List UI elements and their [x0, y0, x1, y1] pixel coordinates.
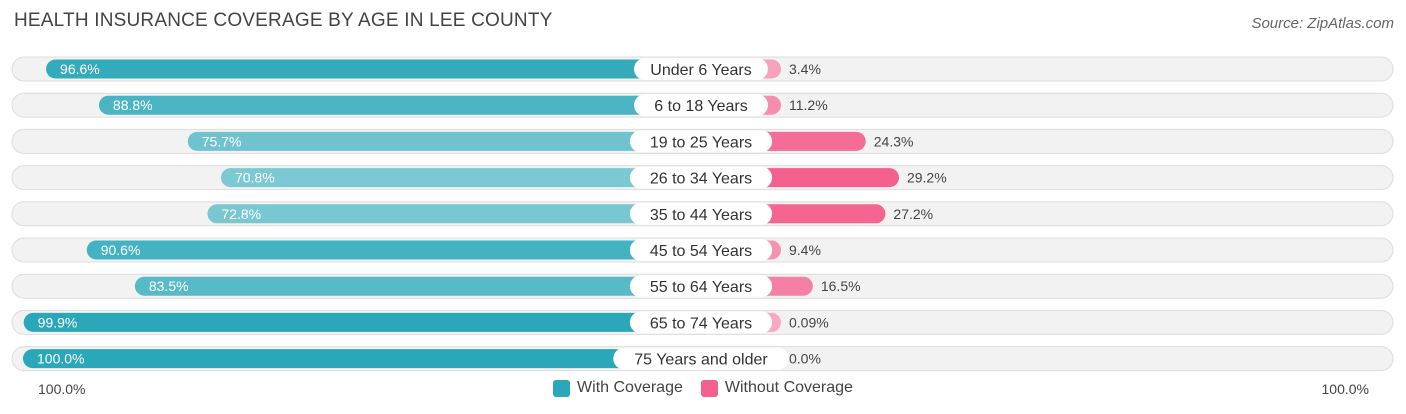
category-pill-75-years-and-older [613, 347, 789, 370]
label-with-coverage-19-to-25-years: 75.7% [202, 133, 242, 149]
category-pill-55-to-64-years [629, 275, 773, 298]
legend-swatch-without-coverage [700, 379, 718, 397]
legend-label-without-coverage: Without Coverage [724, 379, 853, 396]
label-with-coverage-6-to-18-years: 88.8% [113, 97, 153, 113]
label-with-coverage-under-6-years: 96.6% [60, 61, 100, 77]
label-without-coverage-19-to-25-years: 24.3% [874, 133, 914, 149]
category-pill-65-to-74-years [629, 311, 773, 334]
label-with-coverage-65-to-74-years: 99.9% [38, 314, 78, 330]
category-label-35-to-44-years: 35 to 44 Years [650, 207, 752, 224]
label-with-coverage-75-years-and-older: 100.0% [37, 351, 84, 367]
category-pill-45-to-54-years [629, 239, 773, 261]
legend-with-coverage[interactable]: With Coverage [553, 379, 683, 397]
category-label-6-to-18-years: 6 to 18 Years [654, 98, 747, 115]
label-without-coverage-75-years-and-older: 0.0% [789, 351, 821, 367]
label-without-coverage-65-to-74-years: 0.09% [789, 314, 829, 330]
bar-with-coverage-under-6-years [46, 59, 701, 79]
bar-with-coverage-35-to-44-years [207, 204, 701, 224]
label-with-coverage-55-to-64-years: 83.5% [149, 278, 189, 294]
category-pill-under-6-years [634, 58, 768, 80]
label-without-coverage-6-to-18-years: 11.2% [789, 97, 828, 113]
legend-label-with-coverage: With Coverage [577, 379, 683, 396]
category-label-55-to-64-years: 55 to 64 Years [650, 279, 752, 296]
legend-swatch-with-coverage [553, 379, 571, 397]
label-without-coverage-55-to-64-years: 16.5% [821, 278, 861, 294]
category-pill-35-to-44-years [629, 202, 773, 225]
category-label-under-6-years: Under 6 Years [650, 62, 751, 79]
label-with-coverage-35-to-44-years: 72.8% [221, 206, 261, 222]
category-label-26-to-34-years: 26 to 34 Years [650, 171, 752, 188]
bar-with-coverage-19-to-25-years [187, 131, 701, 151]
axis-label-right: 100.0% [1321, 381, 1369, 397]
label-with-coverage-26-to-34-years: 70.8% [235, 170, 275, 186]
category-label-45-to-54-years: 45 to 54 Years [650, 243, 752, 260]
category-pill-6-to-18-years [634, 94, 768, 117]
bar-with-coverage-6-to-18-years [98, 95, 702, 115]
bar-with-coverage-65-to-74-years [23, 312, 702, 332]
category-pill-26-to-34-years [629, 166, 773, 189]
bar-with-coverage-45-to-54-years [86, 240, 702, 260]
label-without-coverage-under-6-years: 3.4% [789, 61, 821, 77]
label-without-coverage-26-to-34-years: 29.2% [907, 170, 947, 186]
category-pill-19-to-25-years [629, 130, 773, 153]
chart-title: HEALTH INSURANCE COVERAGE BY AGE IN LEE … [14, 10, 553, 31]
label-with-coverage-45-to-54-years: 90.6% [101, 242, 141, 258]
label-without-coverage-45-to-54-years: 9.4% [789, 242, 821, 258]
chart-source: Source: ZipAtlas.com [1251, 15, 1394, 32]
legend: With Coverage Without Coverage [0, 379, 1406, 397]
label-without-coverage-35-to-44-years: 27.2% [893, 206, 933, 222]
category-label-19-to-25-years: 19 to 25 Years [650, 134, 752, 151]
legend-without-coverage[interactable]: Without Coverage [700, 379, 853, 397]
axis-label-left: 100.0% [38, 381, 86, 397]
category-label-65-to-74-years: 65 to 74 Years [650, 315, 752, 332]
category-label-75-years-and-older: 75 Years and older [634, 352, 768, 369]
bar-with-coverage-75-years-and-older [23, 349, 701, 369]
bar-with-coverage-55-to-64-years [134, 276, 701, 296]
bar-with-coverage-26-to-34-years [220, 168, 701, 188]
